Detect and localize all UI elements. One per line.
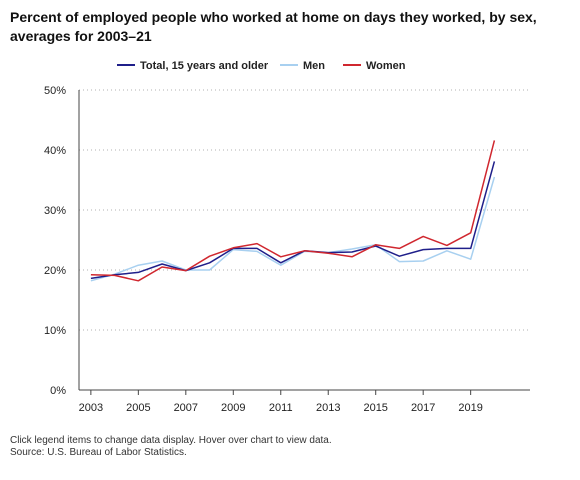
x-tick-label: 2019 <box>458 402 482 414</box>
y-tick-label: 50% <box>44 85 66 97</box>
legend[interactable]: Total, 15 years and older Men Women <box>117 60 406 72</box>
series-line-men[interactable] <box>90 176 496 282</box>
y-axis: 0% 10% 20% 30% 40% 50% <box>44 85 80 397</box>
series-lines[interactable] <box>90 140 496 282</box>
y-tick-label: 10% <box>44 325 66 337</box>
legend-label-women[interactable]: Women <box>366 60 406 72</box>
y-tick-label: 40% <box>44 145 66 157</box>
chart-title: Percent of employed people who worked at… <box>10 9 537 44</box>
series-line-total[interactable] <box>90 161 496 280</box>
y-tick-label: 0% <box>50 385 66 397</box>
legend-item-total[interactable]: Total, 15 years and older <box>117 60 269 72</box>
x-tick-label: 2003 <box>79 402 103 414</box>
x-axis: 2003 2005 2007 2009 2011 2013 2015 2017 2019 <box>79 389 530 414</box>
y-tick-label: 20% <box>44 265 66 277</box>
x-tick-label: 2011 <box>269 402 293 414</box>
x-tick-label: 2007 <box>174 402 198 414</box>
x-tick-label: 2005 <box>126 402 150 414</box>
legend-item-women[interactable]: Women <box>343 60 406 72</box>
line-chart: Total, 15 years and older Men Women 0% 10… <box>44 60 530 414</box>
footnote: Click legend items to change data displa… <box>10 435 332 459</box>
footnote-source: Source: U.S. Bureau of Labor Statistics. <box>10 447 187 458</box>
x-tick-label: 2009 <box>221 402 245 414</box>
footnote-instructions: Click legend items to change data displa… <box>10 435 332 446</box>
y-tick-label: 30% <box>44 205 66 217</box>
legend-item-men[interactable]: Men <box>280 60 325 72</box>
x-tick-label: 2017 <box>411 402 435 414</box>
x-tick-label: 2013 <box>316 402 340 414</box>
series-line-women[interactable] <box>90 140 496 282</box>
legend-label-total[interactable]: Total, 15 years and older <box>140 60 269 72</box>
x-tick-label: 2015 <box>363 402 387 414</box>
legend-label-men[interactable]: Men <box>303 60 325 72</box>
gridlines <box>79 89 530 331</box>
